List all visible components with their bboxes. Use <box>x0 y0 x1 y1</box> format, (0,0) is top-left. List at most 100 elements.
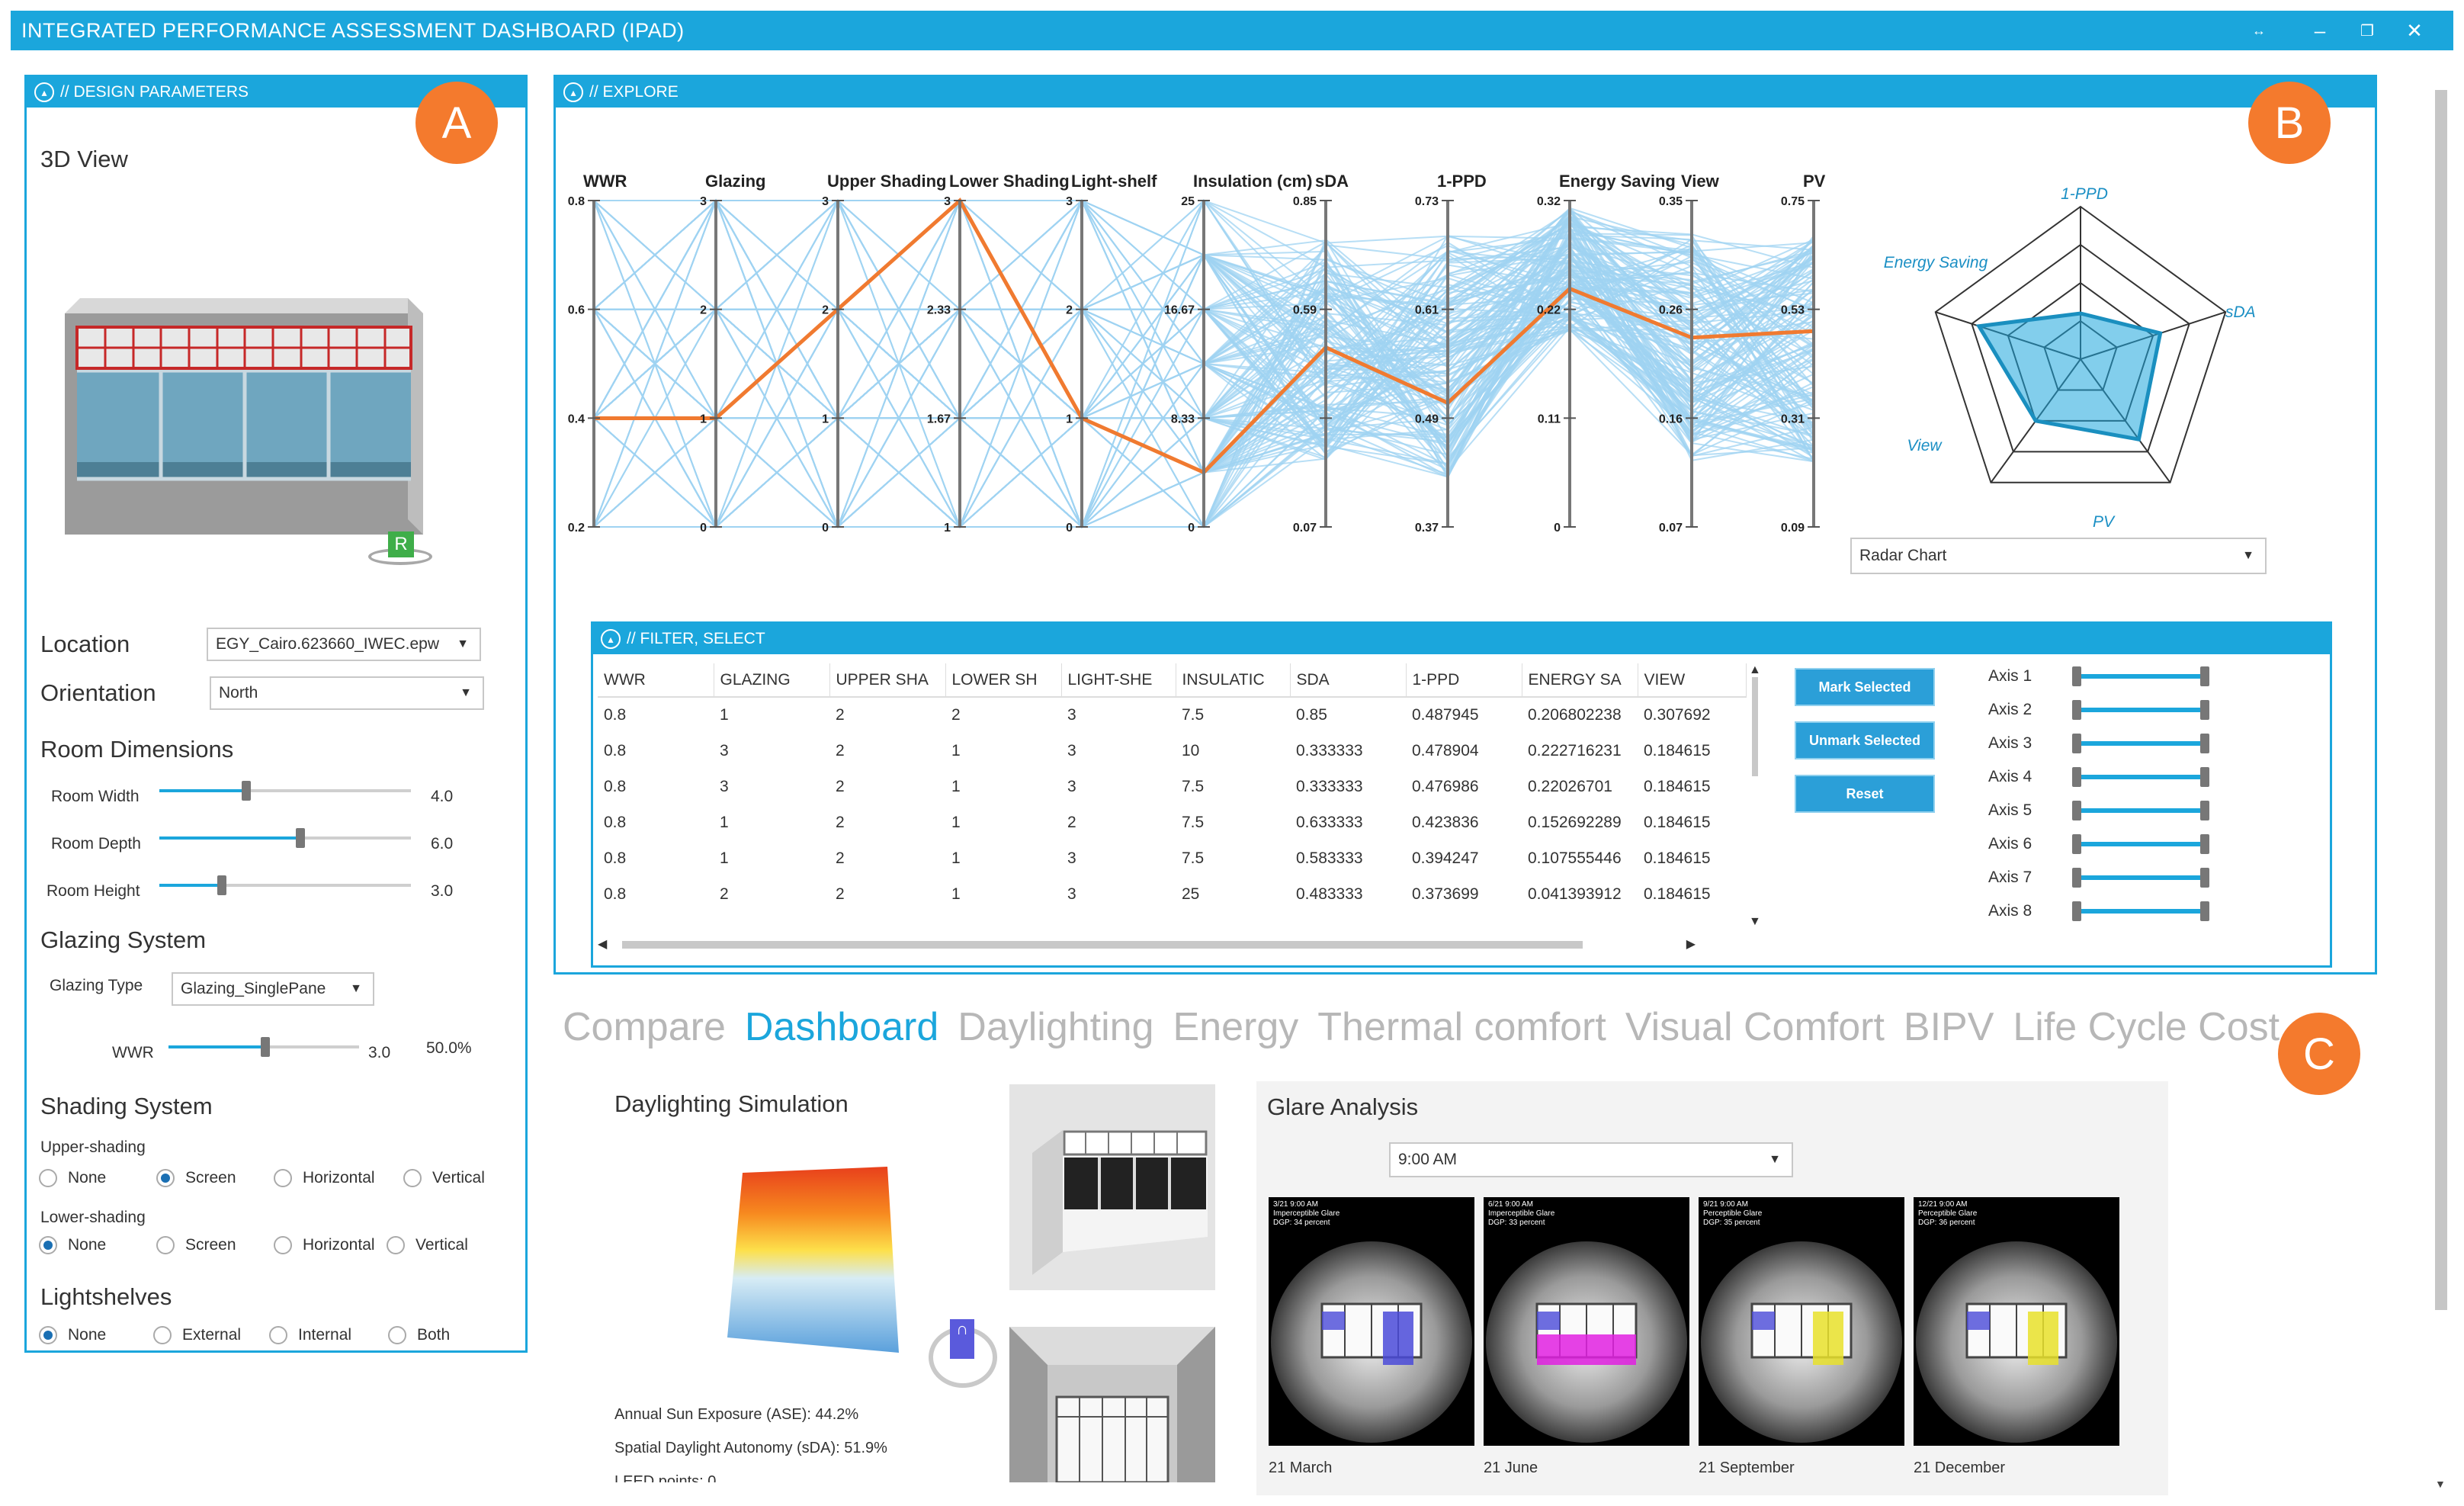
scroll-up-icon[interactable]: ▲ <box>1749 663 1761 676</box>
minimize-button[interactable]: – <box>2314 18 2326 42</box>
collapse-icon[interactable]: ▴ <box>34 82 54 102</box>
unmark-selected-button[interactable]: Unmark Selected <box>1795 721 1935 759</box>
axis-range-slider[interactable] <box>2072 901 2209 921</box>
column-header[interactable]: GLAZING <box>714 663 830 698</box>
glazing-type-select[interactable]: Glazing_SinglePane ▼ <box>172 972 374 1006</box>
axis-filter-3[interactable]: Axis 3 <box>1988 734 2209 753</box>
chart-type-select[interactable]: Radar Chart ▼ <box>1850 538 2267 574</box>
scroll-down-icon[interactable]: ▼ <box>2435 1478 2446 1490</box>
lower-none-radio[interactable]: None <box>39 1236 106 1254</box>
fisheye-render[interactable]: 12/21 9:00 AM Perceptible Glare DGP: 36 … <box>1914 1197 2119 1446</box>
fisheye-render[interactable]: 6/21 9:00 AM Imperceptible Glare DGP: 33… <box>1484 1197 1689 1446</box>
collapse-icon[interactable]: ▴ <box>601 629 621 649</box>
tab-dashboard[interactable]: Dashboard <box>744 1005 939 1049</box>
axis-filter-7[interactable]: Axis 7 <box>1988 868 2209 888</box>
axis-range-slider[interactable] <box>2072 767 2209 787</box>
axis-filter-1[interactable]: Axis 1 <box>1988 666 2209 686</box>
table-row[interactable]: 0.8 1 2 1 2 7.5 0.633333 0.423836 0.152692289 0.1… <box>598 804 1746 840</box>
table-row[interactable]: 0.8 2 2 1 3 25 0.483333 0.373699 0.041393912 0.18… <box>598 876 1746 912</box>
magnet-control[interactable]: ∩ <box>929 1319 997 1388</box>
axis-range-slider[interactable] <box>2072 666 2209 686</box>
orientation-select[interactable]: North ▼ <box>210 676 484 710</box>
fisheye-render[interactable]: 3/21 9:00 AM Imperceptible Glare DGP: 34… <box>1269 1197 1474 1446</box>
lower-horizontal-radio[interactable]: Horizontal <box>274 1236 375 1254</box>
axis-filter-2[interactable]: Axis 2 <box>1988 700 2209 720</box>
tab-life-cycle-cost[interactable]: Life Cycle Cost <box>2013 1005 2280 1049</box>
radar-series-area[interactable] <box>1975 311 2163 442</box>
column-header[interactable]: INSULATIC <box>1176 663 1291 698</box>
axis-range-slider[interactable] <box>2072 734 2209 753</box>
3d-room-view[interactable] <box>50 291 476 550</box>
rotate-control[interactable]: R <box>368 531 432 565</box>
lower-vertical-radio[interactable]: Vertical <box>387 1236 468 1254</box>
column-header[interactable]: 1-PPD <box>1406 663 1522 698</box>
upper-vertical-radio[interactable]: Vertical <box>403 1169 485 1187</box>
title-bar[interactable]: INTEGRATED PERFORMANCE ASSESSMENT DASHBO… <box>11 11 2453 50</box>
axis-range-slider[interactable] <box>2072 834 2209 854</box>
table-horizontal-scrollbar[interactable]: ◀ ▶ <box>598 935 1696 955</box>
tab-daylighting[interactable]: Daylighting <box>958 1005 1154 1049</box>
shelf-both-radio[interactable]: Both <box>388 1326 450 1344</box>
lower-screen-radio[interactable]: Screen <box>156 1236 236 1254</box>
parallel-coordinates-plot[interactable]: WWR 0.8 0.6 0.4 0.2 Glazing 3 2 1 0 Upper Shading 3… <box>556 130 1867 649</box>
axis-filter-8[interactable]: Axis 8 <box>1988 901 2209 921</box>
scroll-left-icon[interactable]: ◀ <box>598 938 608 951</box>
axis-filter-5[interactable]: Axis 5 <box>1988 801 2209 820</box>
tab-visual-comfort[interactable]: Visual Comfort <box>1625 1005 1885 1049</box>
table-row[interactable]: 0.8 3 2 1 3 7.5 0.333333 0.476986 0.22026701 0.18… <box>598 769 1746 804</box>
explore-header[interactable]: ▴ // EXPLORE <box>556 77 2375 108</box>
radar-chart[interactable]: 1-PPD sDA PV View Energy Saving <box>1867 153 2294 580</box>
table-row[interactable]: 0.8 3 2 1 3 10 0.333333 0.478904 0.222716231 0.18… <box>598 733 1746 769</box>
column-header[interactable]: LIGHT-SHE <box>1061 663 1176 698</box>
axis-range-slider[interactable] <box>2072 801 2209 820</box>
column-header[interactable]: LOWER SH <box>945 663 1062 698</box>
close-button[interactable]: ✕ <box>2406 18 2423 42</box>
column-header[interactable]: ENERGY SA <box>1522 663 1638 698</box>
axis-range-slider[interactable] <box>2072 700 2209 720</box>
tab-compare[interactable]: Compare <box>563 1005 726 1049</box>
scroll-down-icon[interactable]: ▼ <box>1749 915 1761 928</box>
tab-bipv[interactable]: BIPV <box>1903 1005 1994 1049</box>
table-cell: 1 <box>951 777 961 795</box>
table-row[interactable]: 0.8 1 2 2 3 7.5 0.85 0.487945 0.206802238 0.30769… <box>598 697 1746 733</box>
axis-label: Glazing <box>705 172 765 191</box>
resize-icon[interactable]: ↔ <box>2252 22 2266 38</box>
room-height-slider[interactable] <box>159 875 411 895</box>
shelf-internal-radio[interactable]: Internal <box>269 1326 351 1344</box>
results-table[interactable]: WWR GLAZING UPPER SHA LOWER SH LIGHT-SHE INSU… <box>598 663 1747 912</box>
room-depth-slider[interactable] <box>159 828 411 848</box>
column-header[interactable]: SDA <box>1290 663 1407 698</box>
shelf-external-radio[interactable]: External <box>153 1326 241 1344</box>
axis-filter-6[interactable]: Axis 6 <box>1988 834 2209 854</box>
tab-energy[interactable]: Energy <box>1173 1005 1299 1049</box>
room-width-slider[interactable] <box>159 781 411 801</box>
mark-selected-button[interactable]: Mark Selected <box>1795 668 1935 706</box>
filter-select-header[interactable]: ▴ // FILTER, SELECT <box>593 624 2330 654</box>
collapse-icon[interactable]: ▴ <box>563 82 583 102</box>
scroll-right-icon[interactable]: ▶ <box>1686 938 1696 951</box>
table-vertical-scrollbar[interactable]: ▲ ▼ <box>1746 663 1764 941</box>
column-header[interactable]: UPPER SHA <box>829 663 946 698</box>
wwr-slider[interactable] <box>168 1037 359 1057</box>
axis-range-slider[interactable] <box>2072 868 2209 888</box>
fisheye-render[interactable]: 9/21 9:00 AM Perceptible Glare DGP: 35 p… <box>1699 1197 1904 1446</box>
axis-filter-label: Axis 8 <box>1988 902 2032 920</box>
upper-horizontal-radio[interactable]: Horizontal <box>274 1169 375 1187</box>
shelf-none-radio[interactable]: None <box>39 1326 106 1344</box>
upper-none-radio[interactable]: None <box>39 1169 106 1187</box>
glazing-system-label: Glazing System <box>40 926 207 953</box>
column-header[interactable]: WWR <box>598 663 714 698</box>
glare-time-select[interactable]: 9:00 AM ▼ <box>1389 1142 1793 1177</box>
upper-screen-radio[interactable]: Screen <box>156 1169 236 1187</box>
table-row[interactable]: 0.8 1 2 1 3 7.5 0.583333 0.394247 0.107555446 0.1… <box>598 840 1746 876</box>
page-scrollbar[interactable]: ▼ <box>2434 66 2449 1492</box>
restore-button[interactable]: ❐ <box>2360 22 2374 40</box>
tick-label: 0.59 <box>1293 304 1317 317</box>
tick-label: 8.33 <box>1171 413 1195 425</box>
tab-thermal-comfort[interactable]: Thermal comfort <box>1317 1005 1606 1049</box>
reset-button[interactable]: Reset <box>1795 775 1935 813</box>
location-select[interactable]: EGY_Cairo.623660_IWEC.epw ▼ <box>207 628 481 661</box>
column-header[interactable]: VIEW <box>1638 663 1747 698</box>
radar-axis-label: View <box>1907 437 1943 454</box>
axis-filter-4[interactable]: Axis 4 <box>1988 767 2209 787</box>
